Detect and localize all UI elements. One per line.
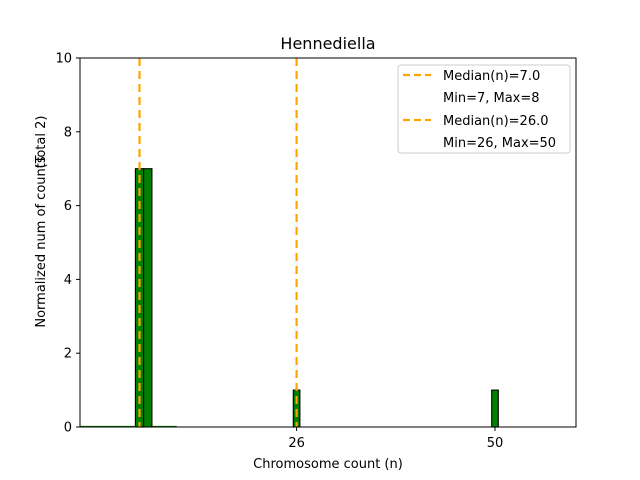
bar-2 <box>143 168 153 428</box>
legend-range-1-label: Min=7, Max=8 <box>443 91 540 106</box>
x-tick-label: 50 <box>487 436 504 451</box>
y-tick-label: 8 <box>64 125 72 140</box>
legend-box <box>397 64 571 154</box>
x-axis-label: Chromosome count (n) <box>253 457 403 472</box>
legend-range-2-label: Min=26, Max=50 <box>443 136 556 151</box>
y-axis-total-label: (Total 2) <box>34 116 49 169</box>
legend-median-1-label: Median(n)=7.0 <box>443 69 540 84</box>
x-tick-label: 26 <box>288 436 305 451</box>
bar-3 <box>292 389 301 428</box>
y-tick-label: 2 <box>64 347 72 362</box>
plot-frame <box>79 57 577 428</box>
y-tick-label: 10 <box>55 52 72 67</box>
x-axis: 26 50 <box>288 427 503 451</box>
chart-title: Hennediella <box>280 34 375 53</box>
legend: Median(n)=7.0 Min=7, Max=8 Median(n)=26.… <box>397 64 571 154</box>
y-tick-label: 0 <box>64 421 72 436</box>
y-tick-label: 4 <box>64 273 72 288</box>
y-axis-label: Normalized num of counts <box>34 156 49 327</box>
legend-median-2-label: Median(n)=26.0 <box>443 114 549 129</box>
median-lines <box>138 58 298 427</box>
y-axis: 0 2 4 6 8 10 <box>55 52 80 436</box>
y-tick-label: 6 <box>64 199 72 214</box>
bar-4 <box>491 389 499 428</box>
